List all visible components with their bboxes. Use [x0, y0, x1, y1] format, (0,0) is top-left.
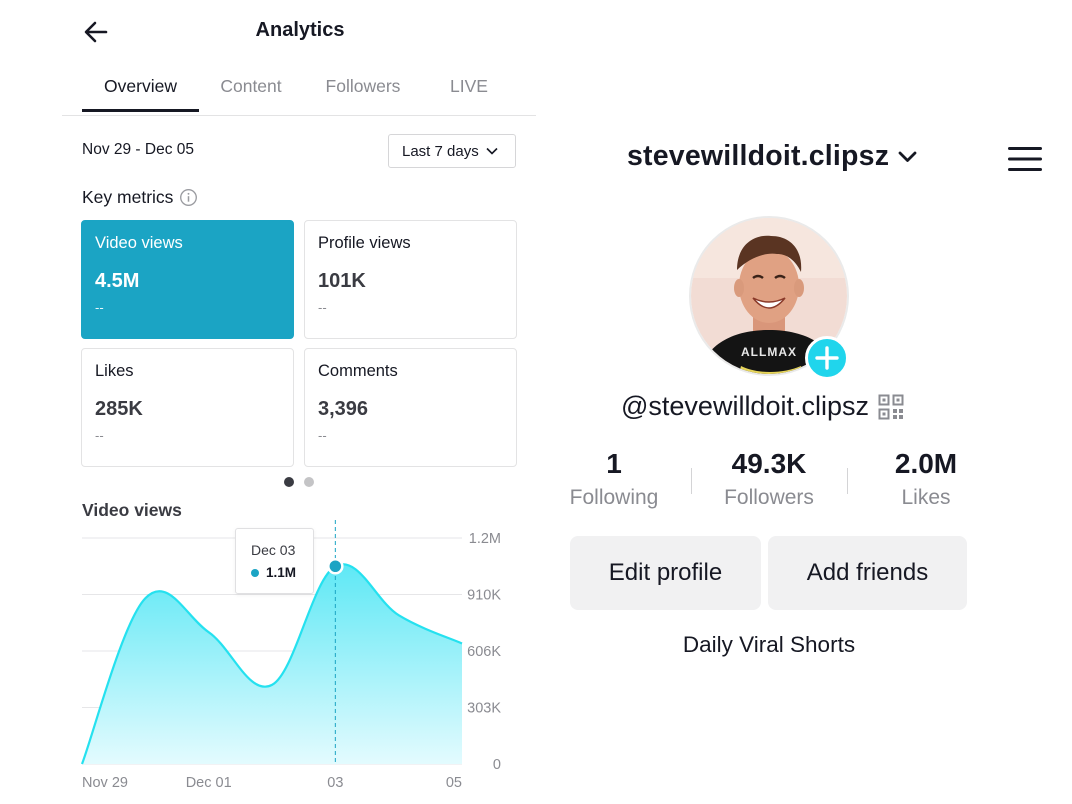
y-tick-label: 910K — [467, 588, 501, 604]
account-switcher[interactable]: stevewilldoit.clipsz — [627, 140, 917, 173]
key-metrics-heading: Key metrics — [82, 187, 198, 208]
stat-value: 49.3K — [731, 448, 807, 479]
page-title: Analytics — [255, 19, 345, 41]
x-tick-label: 05 — [446, 775, 462, 791]
stat-label: Following — [569, 486, 659, 509]
tab-content[interactable]: Content — [220, 76, 282, 96]
highlight-point[interactable] — [327, 558, 344, 575]
qr-code-icon[interactable] — [878, 394, 904, 420]
stat-likes[interactable]: 2.0M Likes — [856, 448, 996, 510]
pager-dot-2[interactable] — [304, 477, 314, 487]
date-range-dropdown[interactable]: Last 7 days — [388, 134, 516, 168]
metric-delta: -- — [318, 300, 327, 315]
analytics-tabs: Overview Content Followers LIVE — [62, 76, 536, 116]
metric-delta: -- — [95, 428, 104, 443]
metric-label: Comments — [318, 362, 398, 380]
key-metrics-title: Key metrics — [82, 187, 174, 207]
profile-screen: stevewilldoit.clipsz ALLMAX — [540, 0, 1072, 804]
metrics-pager — [284, 477, 314, 487]
metric-value: 3,396 — [318, 398, 369, 420]
stat-divider — [847, 468, 848, 494]
x-tick-label: Dec 01 — [186, 775, 232, 791]
tab-live[interactable]: LIVE — [450, 76, 488, 96]
info-icon[interactable] — [179, 188, 198, 207]
avatar[interactable]: ALLMAX — [689, 216, 849, 376]
metric-value: 4.5M — [95, 270, 140, 292]
edit-profile-button[interactable]: Edit profile — [570, 536, 761, 610]
stat-label: Followers — [724, 486, 814, 509]
active-tab-indicator — [82, 109, 199, 112]
metric-card-likes[interactable]: Likes 285K -- — [81, 348, 294, 467]
hamburger-menu-icon[interactable] — [1008, 145, 1042, 173]
stat-value: 1 — [606, 448, 622, 479]
y-tick-label: 0 — [493, 757, 501, 773]
video-views-area — [82, 564, 462, 764]
metric-delta: -- — [318, 428, 327, 443]
profile-handle: @stevewilldoit.clipsz — [621, 391, 869, 421]
tab-followers[interactable]: Followers — [325, 76, 401, 96]
shirt-logo-text: ALLMAX — [741, 345, 797, 359]
stat-divider — [691, 468, 692, 494]
add-friends-button[interactable]: Add friends — [768, 536, 967, 610]
y-tick-label: 606K — [467, 644, 501, 660]
metric-card-profile-views[interactable]: Profile views 101K -- — [304, 220, 517, 339]
date-range-label: Nov 29 - Dec 05 — [82, 141, 194, 158]
handle-row: @stevewilldoit.clipsz — [621, 391, 904, 422]
pager-dot-1[interactable] — [284, 477, 294, 487]
chevron-down-icon — [486, 147, 498, 155]
metric-value: 285K — [95, 398, 143, 420]
profile-username: stevewilldoit.clipsz — [627, 140, 890, 172]
stat-label: Likes — [901, 486, 951, 509]
y-tick-label: 1.2M — [469, 531, 501, 547]
back-button[interactable] — [80, 16, 112, 48]
chart-tooltip: Dec 03 1.1M — [235, 528, 314, 594]
series-dot — [251, 568, 259, 577]
metric-card-video-views[interactable]: Video views 4.5M -- — [81, 220, 294, 339]
video-views-chart[interactable]: 0 303K 606K 910K 1.2M Nov 29 Dec 01 03 05 — [0, 520, 540, 804]
metric-label: Profile views — [318, 234, 411, 252]
metric-delta: -- — [95, 300, 104, 315]
chart-title: Video views — [82, 500, 182, 520]
metric-label: Likes — [95, 362, 134, 380]
metric-card-comments[interactable]: Comments 3,396 -- — [304, 348, 517, 467]
analytics-screen: Analytics Overview Content Followers LIV… — [0, 16, 540, 804]
y-tick-label: 303K — [467, 701, 501, 717]
tooltip-value-row: 1.1M — [251, 565, 313, 580]
tab-overview[interactable]: Overview — [104, 76, 177, 96]
stat-following[interactable]: 1 Following — [544, 448, 684, 510]
chevron-down-icon — [898, 151, 917, 162]
plus-icon — [815, 346, 839, 370]
x-tick-label: Nov 29 — [82, 775, 128, 791]
back-arrow-icon — [84, 21, 108, 43]
stat-value: 2.0M — [894, 448, 958, 479]
date-range-dropdown-label: Last 7 days — [402, 142, 479, 160]
video-views-line — [80, 563, 463, 765]
tooltip-value: 1.1M — [266, 565, 297, 580]
tooltip-date: Dec 03 — [251, 542, 296, 558]
add-story-button[interactable] — [805, 336, 849, 380]
x-tick-label: 03 — [327, 775, 343, 791]
metric-label: Video views — [95, 234, 183, 252]
stat-followers[interactable]: 49.3K Followers — [699, 448, 839, 510]
profile-bio: Daily Viral Shorts — [682, 632, 856, 657]
metric-value: 101K — [318, 270, 366, 292]
